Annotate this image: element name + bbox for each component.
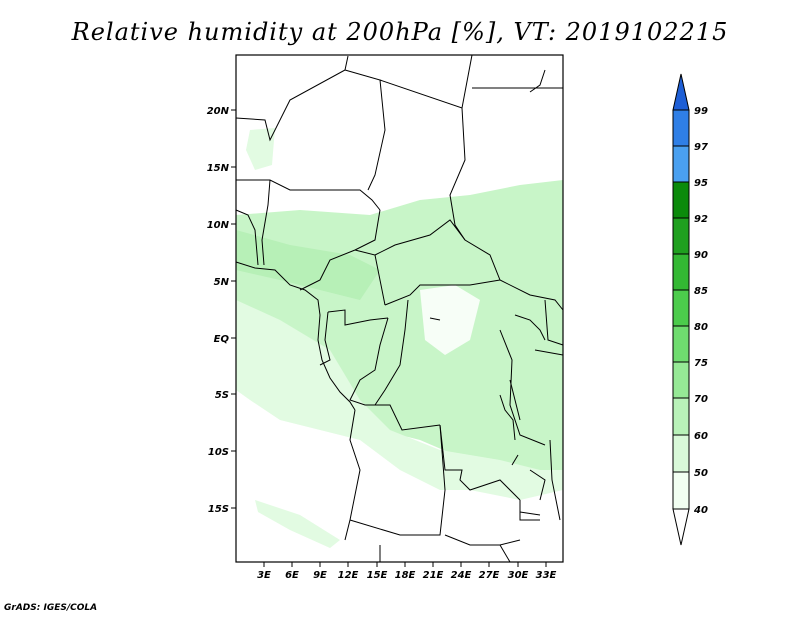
lat-label: 20N bbox=[207, 106, 230, 117]
legend-label: 95 bbox=[694, 178, 708, 189]
humidity-area-sw bbox=[255, 500, 340, 548]
lat-label: 10N bbox=[207, 220, 230, 231]
lat-label: 15N bbox=[207, 163, 230, 174]
legend-swatch bbox=[672, 471, 690, 510]
lon-label: 9E bbox=[313, 570, 327, 581]
legend-label: 70 bbox=[694, 394, 708, 405]
lat-label: 5N bbox=[214, 277, 230, 288]
legend-swatch bbox=[672, 361, 690, 399]
legend-swatch bbox=[672, 253, 690, 291]
legend-swatch bbox=[672, 181, 690, 219]
country-borders bbox=[235, 54, 564, 563]
lon-label: 12E bbox=[338, 570, 359, 581]
lat-label: 15S bbox=[208, 504, 229, 515]
humidity-core bbox=[420, 285, 480, 355]
legend-label: 40 bbox=[693, 505, 708, 516]
legend-swatch bbox=[672, 217, 690, 255]
lon-label: 15E bbox=[367, 570, 388, 581]
map-title: Relative humidity at 200hPa [%], VT: 201… bbox=[71, 18, 729, 46]
lat-axis: 20N 15N 10N 5N EQ 5S 10S 15S bbox=[207, 106, 236, 515]
legend-swatch bbox=[672, 73, 690, 111]
lon-label: 33E bbox=[536, 570, 557, 581]
humidity-area-north bbox=[246, 128, 275, 170]
legend-label: 75 bbox=[694, 358, 708, 369]
legend-label: 92 bbox=[694, 214, 708, 225]
lon-label: 3E bbox=[257, 570, 271, 581]
lon-axis: 3E 6E 9E 12E 15E 18E 21E 24E 27E 30E 33E bbox=[257, 562, 557, 581]
legend-label: 97 bbox=[694, 142, 708, 153]
legend-label: 99 bbox=[694, 106, 708, 117]
lon-label: 27E bbox=[479, 570, 500, 581]
humidity-area-south bbox=[236, 300, 563, 500]
lon-label: 6E bbox=[285, 570, 299, 581]
lat-label: 5S bbox=[215, 390, 229, 401]
legend-swatch bbox=[672, 508, 690, 546]
lon-label: 30E bbox=[508, 570, 529, 581]
humidity-area-west bbox=[236, 230, 380, 300]
lon-label: 21E bbox=[423, 570, 444, 581]
lat-label: 10S bbox=[208, 447, 229, 458]
legend-label: 50 bbox=[694, 468, 708, 479]
credit-text: GrADS: IGES/COLA bbox=[4, 603, 98, 613]
legend-swatch bbox=[672, 397, 690, 436]
coastlines bbox=[235, 69, 546, 516]
legend-swatch bbox=[672, 289, 690, 327]
legend-swatch bbox=[672, 109, 690, 147]
legend-labels: 99 97 95 92 90 85 80 75 70 60 50 40 bbox=[693, 106, 708, 516]
legend-label: 60 bbox=[694, 431, 708, 442]
map-frame bbox=[235, 54, 564, 563]
lat-label: EQ bbox=[214, 334, 230, 345]
legend-label: 80 bbox=[694, 322, 708, 333]
lon-label: 24E bbox=[451, 570, 472, 581]
legend-label: 90 bbox=[694, 250, 708, 261]
color-legend bbox=[672, 73, 690, 546]
legend-swatch bbox=[672, 145, 690, 183]
humidity-shading bbox=[236, 128, 563, 548]
legend-swatch bbox=[672, 434, 690, 473]
legend-label: 85 bbox=[694, 286, 708, 297]
legend-swatch bbox=[672, 325, 690, 363]
lon-label: 18E bbox=[395, 570, 416, 581]
